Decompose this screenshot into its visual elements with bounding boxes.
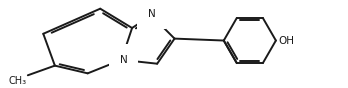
- Text: N: N: [119, 55, 127, 65]
- Text: CH₃: CH₃: [9, 76, 27, 86]
- Text: OH: OH: [279, 36, 295, 45]
- Text: N: N: [148, 9, 155, 18]
